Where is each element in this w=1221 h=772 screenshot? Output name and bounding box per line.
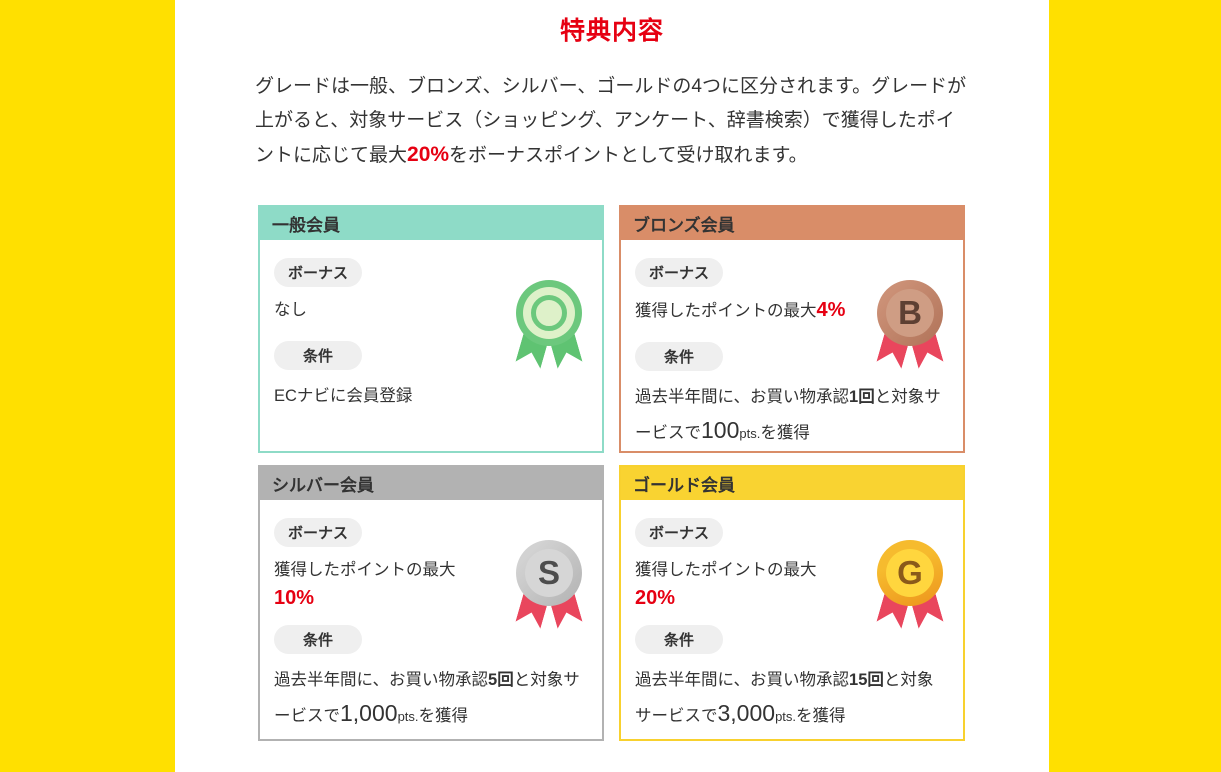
condition-text: ECナビに会員登録 bbox=[274, 387, 413, 405]
condition-text: 過去半年間に、お買い物承認5回と対象サービスで1,000pts.を獲得 bbox=[274, 664, 588, 733]
bonus-percent: 20% bbox=[635, 587, 676, 609]
medal-center bbox=[531, 295, 567, 331]
card-title: ブロンズ会員 bbox=[621, 207, 963, 240]
description-text-after: をボーナスポイントとして受け取れます。 bbox=[449, 145, 808, 166]
condition-badge: 条件 bbox=[274, 625, 362, 654]
green-rosette-medal-icon bbox=[516, 280, 582, 370]
condition-unit: pts. bbox=[775, 709, 797, 724]
bonus-prefix: 獲得したポイントの最大 bbox=[635, 302, 817, 320]
medal-circle: S bbox=[516, 540, 582, 606]
bonus-text: 獲得したポイントの最大 10% bbox=[274, 557, 509, 611]
bonus-text: 獲得したポイントの最大4% bbox=[635, 297, 870, 324]
card-gold-member: ゴールド会員 G ボーナス 獲得したポイントの最大 20% 条件 過去半年間に、お… bbox=[619, 465, 965, 741]
condition-pre: 過去半年間に、お買い物承認 bbox=[274, 671, 489, 689]
condition-unit: pts. bbox=[739, 426, 761, 441]
right-yellow-band bbox=[1049, 0, 1221, 772]
condition-mid: と対象サービスで bbox=[635, 388, 941, 442]
card-body: B ボーナス 獲得したポイントの最大4% 条件 過去半年間に、お買い物承認1回と… bbox=[621, 240, 963, 450]
medal-circle: B bbox=[877, 280, 943, 346]
bonus-prefix: 獲得したポイントの最大 bbox=[274, 561, 456, 579]
condition-mid: と対象サービスで bbox=[635, 671, 934, 725]
bonus-badge: ボーナス bbox=[635, 258, 724, 287]
condition-count: 1回 bbox=[849, 388, 875, 406]
condition-text: 過去半年間に、お買い物承認1回と対象サービスで100pts.を獲得 bbox=[635, 381, 949, 450]
card-title: ゴールド会員 bbox=[621, 467, 963, 500]
card-title: シルバー会員 bbox=[260, 467, 602, 500]
bonus-text: なし bbox=[274, 301, 307, 319]
gold-medal-icon: G bbox=[877, 540, 943, 630]
card-title: 一般会員 bbox=[260, 207, 602, 240]
condition-badge: 条件 bbox=[635, 342, 723, 371]
condition-post: を獲得 bbox=[418, 707, 469, 725]
card-body: ボーナス なし 条件 ECナビに会員登録 bbox=[260, 240, 602, 413]
page-title: 特典内容 bbox=[559, 17, 664, 45]
intro-description: グレードは一般、ブロンズ、シルバー、ゴールドの4つに区分されます。グレードが上が… bbox=[255, 70, 973, 173]
grade-cards-grid: 一般会員 ボーナス なし 条件 ECナビに会員登録 ブロンズ会員 bbox=[258, 205, 965, 741]
bronze-medal-letter: B bbox=[886, 289, 934, 337]
condition-badge: 条件 bbox=[274, 341, 362, 370]
condition-post: を獲得 bbox=[760, 424, 810, 442]
condition-points: 100 bbox=[701, 417, 740, 443]
condition-text: 過去半年間に、お買い物承認15回と対象サービスで3,000pts.を獲得 bbox=[635, 664, 949, 733]
condition-count: 15回 bbox=[849, 671, 884, 689]
condition-unit: pts. bbox=[397, 709, 419, 724]
bonus-percent: 10% bbox=[274, 587, 315, 609]
medal-circle: G bbox=[877, 540, 943, 606]
condition-count: 5回 bbox=[488, 671, 514, 689]
condition-badge: 条件 bbox=[635, 625, 723, 654]
description-highlight-percent: 20% bbox=[407, 143, 450, 166]
condition-post: を獲得 bbox=[796, 707, 846, 725]
bonus-badge: ボーナス bbox=[274, 518, 363, 547]
bonus-percent: 4% bbox=[816, 299, 846, 321]
card-bronze-member: ブロンズ会員 B ボーナス 獲得したポイントの最大4% 条件 過去半年間に、お買… bbox=[619, 205, 965, 453]
description-text-before: グレードは一般、ブロンズ、シルバー、ゴールドの4つに区分されます。グレードが上が… bbox=[255, 76, 967, 166]
bonus-prefix: 獲得したポイントの最大 bbox=[635, 561, 817, 579]
card-body: S ボーナス 獲得したポイントの最大 10% 条件 過去半年間に、お買い物承認5回… bbox=[260, 500, 602, 733]
bronze-medal-icon: B bbox=[877, 280, 943, 370]
condition-points: 1,000 bbox=[340, 700, 398, 726]
left-yellow-band bbox=[0, 0, 175, 772]
condition-pre: 過去半年間に、お買い物承認 bbox=[635, 671, 850, 689]
condition-points: 3,000 bbox=[717, 700, 776, 726]
silver-medal-icon: S bbox=[516, 540, 582, 630]
card-body: G ボーナス 獲得したポイントの最大 20% 条件 過去半年間に、お買い物承認15… bbox=[621, 500, 963, 733]
condition-mid: と対象サービスで bbox=[274, 671, 580, 725]
bonus-badge: ボーナス bbox=[635, 518, 724, 547]
card-general-member: 一般会員 ボーナス なし 条件 ECナビに会員登録 bbox=[258, 205, 604, 453]
silver-medal-letter: S bbox=[525, 549, 573, 597]
bonus-badge: ボーナス bbox=[274, 258, 363, 287]
card-silver-member: シルバー会員 S ボーナス 獲得したポイントの最大 10% 条件 過去半年間に、お… bbox=[258, 465, 604, 741]
gold-medal-letter: G bbox=[886, 549, 934, 597]
medal-circle bbox=[516, 280, 582, 346]
bonus-text: 獲得したポイントの最大 20% bbox=[635, 557, 870, 611]
condition-pre: 過去半年間に、お買い物承認 bbox=[635, 388, 850, 406]
